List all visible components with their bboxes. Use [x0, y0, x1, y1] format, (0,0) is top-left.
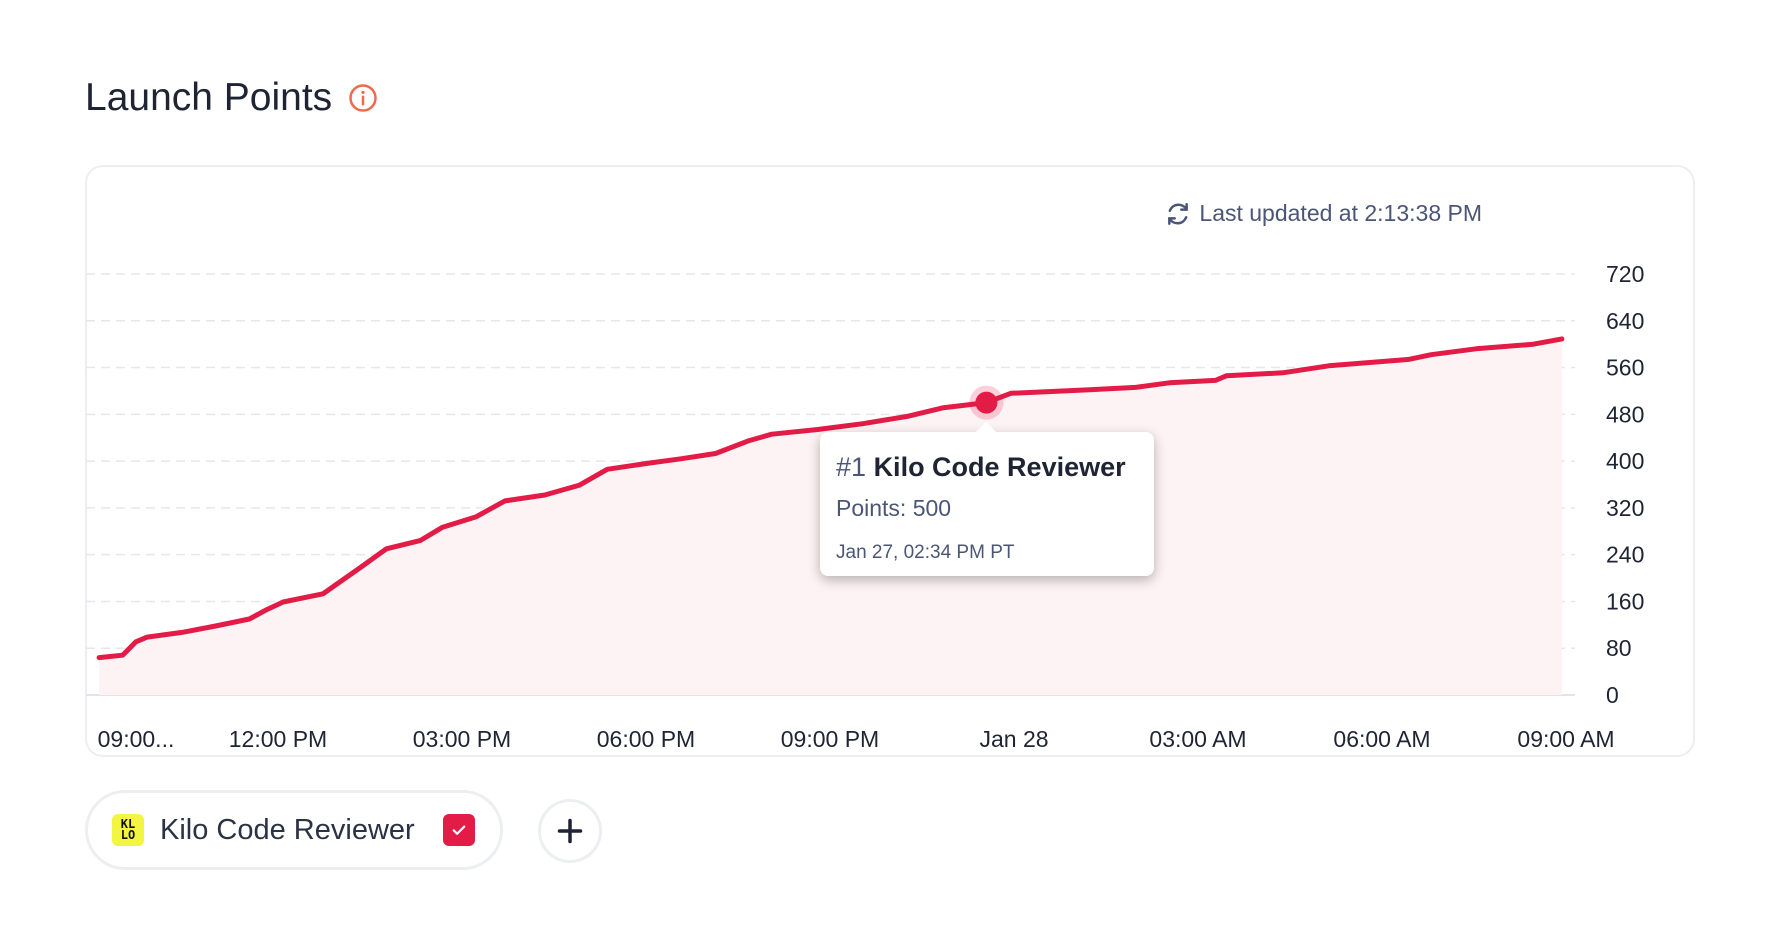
x-tick-label: Jan 28 — [979, 726, 1048, 752]
x-tick-label: 03:00 AM — [1149, 726, 1246, 752]
y-tick-label: 560 — [1606, 355, 1644, 381]
last-updated-text: Last updated at 2:13:38 PM — [1199, 200, 1482, 226]
y-tick-label: 160 — [1606, 588, 1644, 614]
refresh-icon[interactable] — [1165, 201, 1191, 227]
chart-tooltip: #1 Kilo Code Reviewer Points: 500 Jan 27… — [820, 422, 1154, 576]
x-tick-label: 09:00... — [98, 726, 175, 752]
y-tick-label: 640 — [1606, 308, 1644, 334]
y-tick-label: 400 — [1606, 448, 1644, 474]
tooltip-points: Points: 500 — [836, 495, 952, 521]
x-tick-label: 06:00 PM — [597, 726, 695, 752]
page-title: Launch Points — [85, 76, 378, 120]
x-tick-label: 03:00 PM — [413, 726, 511, 752]
y-tick-label: 320 — [1606, 495, 1644, 521]
y-tick-label: 720 — [1606, 261, 1644, 287]
x-tick-label: 06:00 AM — [1333, 726, 1430, 752]
x-tick-label: 12:00 PM — [229, 726, 327, 752]
y-tick-label: 80 — [1606, 635, 1632, 661]
check-icon — [452, 825, 466, 835]
tooltip-title: #1 Kilo Code Reviewer — [836, 452, 1138, 483]
plus-icon — [557, 818, 583, 844]
y-tick-label: 0 — [1606, 682, 1619, 708]
series-line — [96, 336, 1565, 661]
tooltip-date: Jan 27, 02:34 PM PT — [836, 542, 1015, 563]
tooltip-rank: #1 — [836, 452, 867, 482]
series-checkbox[interactable] — [442, 814, 475, 846]
x-tick-label: 09:00 AM — [1517, 726, 1614, 752]
tooltip-name: Kilo Code Reviewer — [873, 452, 1126, 482]
x-tick-label: 09:00 PM — [781, 726, 879, 752]
add-series-button[interactable] — [538, 799, 602, 863]
info-circle-icon[interactable] — [348, 83, 378, 113]
last-updated: Last updated at 2:13:38 PM — [1165, 200, 1482, 227]
legend-series-label: Kilo Code Reviewer — [160, 813, 415, 846]
y-tick-label: 240 — [1606, 542, 1644, 568]
title-text: Launch Points — [85, 76, 333, 119]
legend-series-chip[interactable]: KL LO Kilo Code Reviewer — [85, 790, 503, 870]
kilo-logo-icon: KL LO — [112, 814, 144, 846]
highlight-point — [975, 391, 998, 414]
y-tick-label: 480 — [1606, 401, 1644, 427]
